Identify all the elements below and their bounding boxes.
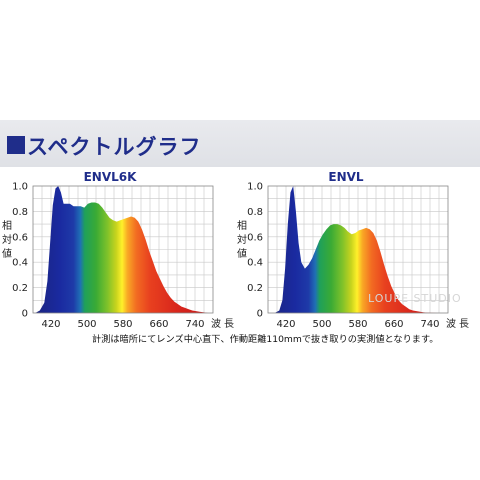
plot-frame [32,185,214,314]
chart-title: ENVL [328,170,364,184]
y-tick-label: 0.2 [247,283,263,294]
y-axis-label: 相 [237,219,247,232]
y-axis-label: 値 [237,247,247,260]
x-tick-label: 420 [41,319,60,330]
x-tick-label: 740 [420,319,439,330]
x-tick-label: 500 [77,319,96,330]
watermark: LOUPE STUDIO [368,292,462,305]
header-square-icon [7,136,25,154]
section-header-bar [0,120,480,167]
x-axis-label: 波長 [211,317,237,330]
y-tick-label: 0 [22,309,28,320]
y-axis-label: 相 [2,219,12,232]
y-tick-label: 0.4 [12,258,28,269]
spectrum-area [270,186,444,313]
measurement-note: 計測は暗所にてレンズ中心直下、作動距離110mmで抜き取りの実測値となります。 [92,334,439,345]
x-tick-label: 660 [149,319,168,330]
section-title: スペクトルグラフ [27,135,202,159]
plot-frame [267,185,449,314]
x-tick-label: 500 [312,319,331,330]
x-axis-label: 波長 [446,317,472,330]
y-tick-label: 0.2 [12,283,28,294]
y-tick-label: 1.0 [12,182,28,193]
x-tick-label: 740 [185,319,204,330]
y-tick-label: 0.6 [12,232,28,243]
chart-envl6k: ENVL6K 0 0.2 0.4 0.6 0.8 1.0 420 500 580 660 740 相対値… [2,170,237,330]
spectrum-area [35,186,209,313]
y-tick-label: 1.0 [247,182,263,193]
x-tick-label: 420 [276,319,295,330]
y-tick-label: 0.6 [247,232,263,243]
x-tick-label: 580 [348,319,367,330]
y-axis-label: 値 [2,247,12,260]
y-tick-label: 0 [257,309,263,320]
y-tick-label: 0.8 [247,207,263,218]
y-tick-label: 0.4 [247,258,263,269]
y-axis-label: 対 [2,233,12,246]
y-tick-label: 0.8 [12,207,28,218]
x-tick-label: 580 [113,319,132,330]
y-axis-label: 対 [237,233,247,246]
chart-title: ENVL6K [84,170,138,184]
x-tick-label: 660 [384,319,403,330]
